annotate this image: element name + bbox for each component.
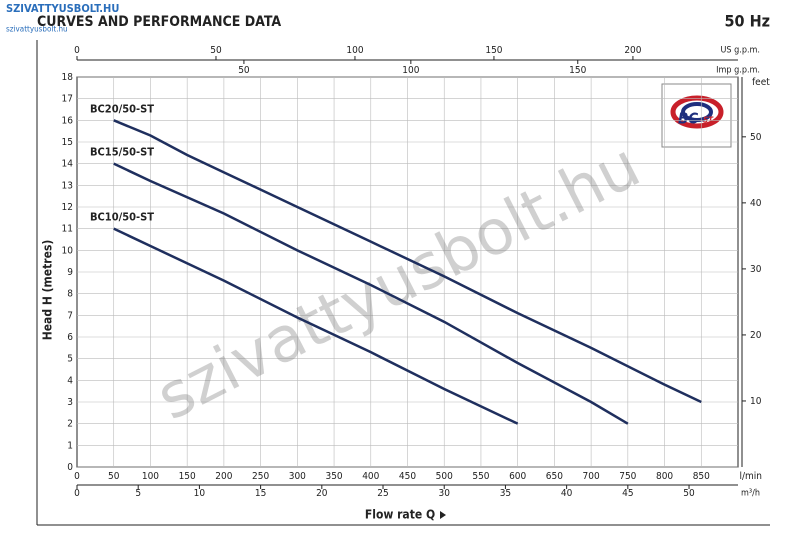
y-tick-label: 13 bbox=[62, 180, 73, 191]
x-tick-label: 300 bbox=[289, 471, 306, 482]
x-tick-label: 350 bbox=[325, 471, 342, 482]
secondary-tick-label: 150 bbox=[485, 45, 502, 56]
brand: SZIVATTYUSBOLT.HU bbox=[6, 2, 119, 15]
x-tick-label: 800 bbox=[656, 471, 673, 482]
x-tick-label: 250 bbox=[252, 471, 269, 482]
secondary-tick-label: 45 bbox=[622, 488, 633, 499]
secondary-tick-label: 30 bbox=[438, 488, 450, 499]
axis-unit: US g.p.m. bbox=[720, 46, 760, 56]
secondary-tick-label: 0 bbox=[74, 45, 80, 56]
x-tick-label: 100 bbox=[142, 471, 159, 482]
brand-url: szivattyusbolt.hu bbox=[6, 25, 68, 34]
y2-tick-label: 20 bbox=[750, 330, 762, 341]
secondary-tick-label: 0 bbox=[74, 488, 80, 499]
y-tick-label: 10 bbox=[62, 245, 74, 256]
y-tick-label: 8 bbox=[67, 289, 73, 300]
x-tick-label: 600 bbox=[509, 471, 526, 482]
y2-tick-label: 30 bbox=[750, 264, 762, 275]
chart-title: CURVES AND PERFORMANCE DATA bbox=[37, 14, 281, 30]
y2-tick-label: 50 bbox=[750, 132, 762, 143]
x-tick-label: 400 bbox=[362, 471, 379, 482]
secondary-tick-label: 35 bbox=[500, 488, 511, 499]
secondary-tick-label: 50 bbox=[210, 45, 222, 56]
watermark: szivattyusbolt.hu bbox=[145, 128, 651, 434]
logo-ring bbox=[681, 102, 713, 122]
x-tick-label: 450 bbox=[399, 471, 416, 482]
logo-ring bbox=[670, 95, 724, 129]
secondary-tick-label: 50 bbox=[238, 65, 250, 76]
y-axis-label: Head H (metres) bbox=[41, 240, 55, 341]
y-tick-label: 0 bbox=[67, 462, 73, 473]
y-tick-label: 4 bbox=[67, 375, 73, 386]
x-tick-label: 150 bbox=[179, 471, 196, 482]
secondary-tick-label: 40 bbox=[561, 488, 573, 499]
curve-label: BC20/50-ST bbox=[90, 102, 154, 115]
frequency: 50 Hz bbox=[725, 12, 770, 31]
curve bbox=[113, 162, 629, 425]
x-tick-label: 550 bbox=[472, 471, 489, 482]
y2-tick-label: 10 bbox=[750, 396, 762, 407]
y-tick-label: 1 bbox=[67, 440, 73, 451]
secondary-tick-label: 25 bbox=[377, 488, 388, 499]
y-tick-label: 5 bbox=[67, 354, 73, 365]
x-tick-label: 0 bbox=[74, 471, 80, 482]
axis-unit: feet bbox=[752, 77, 770, 88]
x-axis-label: Flow rate Q bbox=[365, 508, 435, 522]
y-tick-label: 15 bbox=[62, 137, 73, 148]
y-tick-label: 2 bbox=[67, 419, 73, 430]
y-tick-label: 11 bbox=[62, 224, 73, 235]
y-tick-label: 17 bbox=[62, 94, 73, 105]
y-tick-label: 16 bbox=[62, 115, 74, 126]
curve bbox=[113, 227, 519, 425]
y2-tick-label: 40 bbox=[750, 198, 762, 209]
y-tick-label: 3 bbox=[67, 397, 73, 408]
y-tick-label: 9 bbox=[67, 267, 73, 278]
x-tick-label: 650 bbox=[546, 471, 563, 482]
y-tick-label: 14 bbox=[62, 159, 74, 170]
y-tick-label: 12 bbox=[62, 202, 73, 213]
secondary-tick-label: 5 bbox=[135, 488, 141, 499]
secondary-tick-label: 100 bbox=[402, 65, 419, 76]
logo-suffix: -ST bbox=[700, 116, 714, 125]
axis-unit: m³/h bbox=[741, 489, 760, 499]
y-tick-label: 7 bbox=[67, 310, 73, 321]
y-tick-label: 18 bbox=[62, 72, 74, 83]
y-tick-label: 6 bbox=[67, 332, 73, 343]
secondary-tick-label: 200 bbox=[624, 45, 641, 56]
secondary-tick-label: 150 bbox=[569, 65, 586, 76]
x-tick-label: 200 bbox=[215, 471, 232, 482]
secondary-tick-label: 10 bbox=[194, 488, 206, 499]
curve bbox=[113, 119, 702, 404]
x-unit: l/min bbox=[740, 471, 763, 482]
x-tick-label: 750 bbox=[619, 471, 636, 482]
secondary-tick-label: 20 bbox=[316, 488, 328, 499]
x-tick-label: 700 bbox=[583, 471, 600, 482]
secondary-tick-label: 15 bbox=[255, 488, 266, 499]
curve-label: BC15/50-ST bbox=[90, 146, 154, 159]
x-tick-label: 50 bbox=[108, 471, 120, 482]
logo: BC -ST bbox=[661, 83, 732, 148]
axis-unit: Imp g.p.m. bbox=[716, 66, 760, 76]
secondary-tick-label: 50 bbox=[683, 488, 695, 499]
arrow bbox=[440, 511, 446, 519]
logo-text: BC bbox=[678, 110, 698, 128]
x-tick-label: 850 bbox=[693, 471, 710, 482]
curve-label: BC10/50-ST bbox=[90, 211, 154, 224]
x-tick-label: 500 bbox=[436, 471, 453, 482]
secondary-tick-label: 100 bbox=[346, 45, 363, 56]
